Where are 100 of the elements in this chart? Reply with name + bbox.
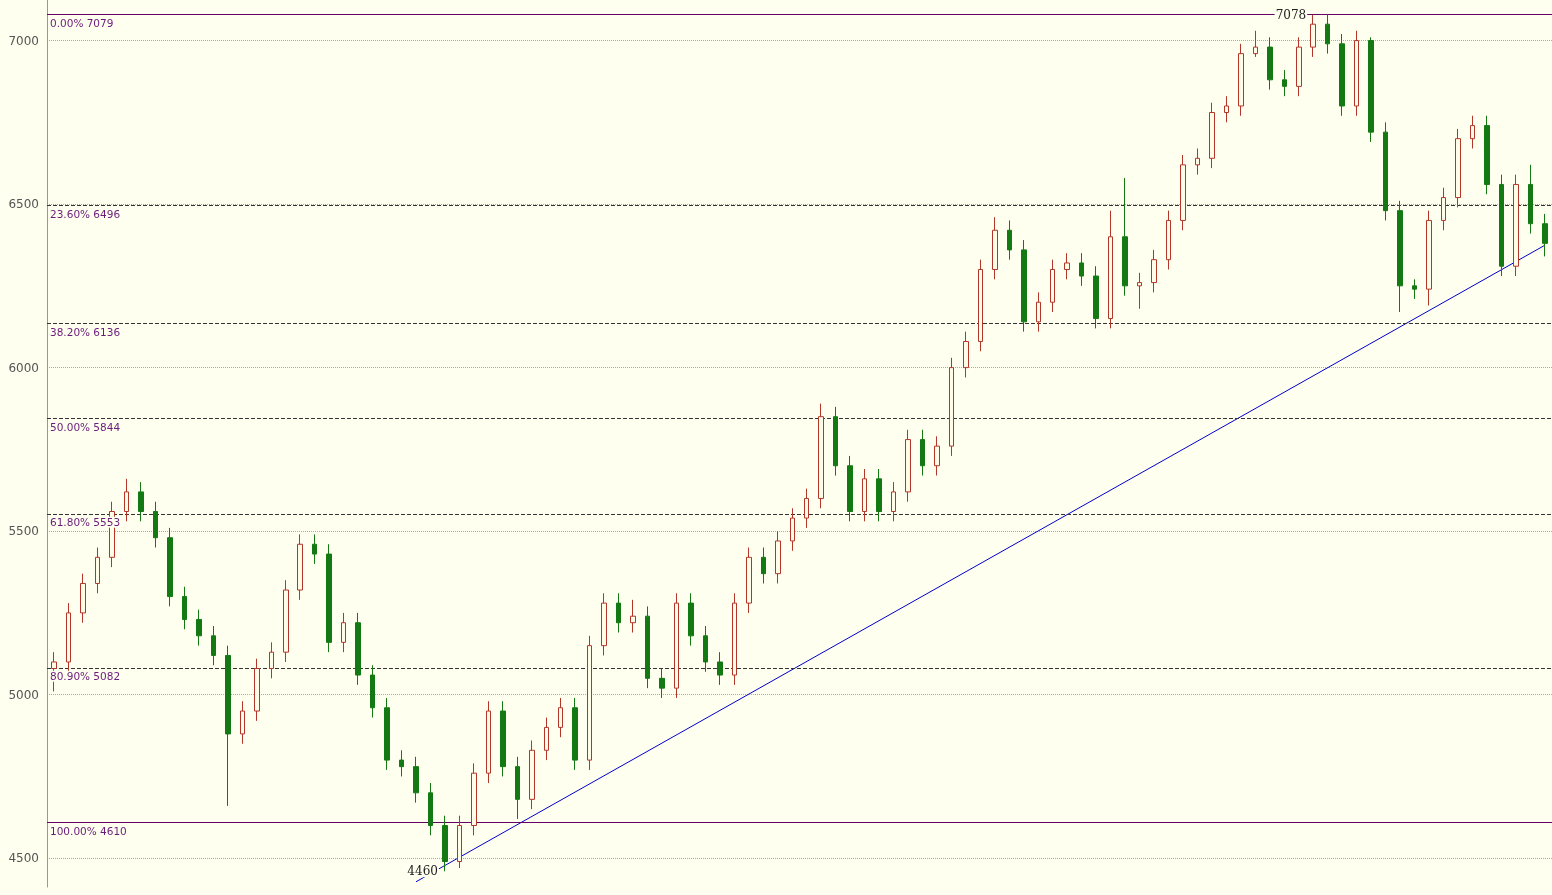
- candlestick: [1412, 278, 1417, 300]
- candlestick: [428, 782, 433, 836]
- candlestick: [949, 357, 954, 457]
- candlestick: [297, 533, 303, 601]
- candlestick: [833, 406, 838, 477]
- candlestick: [312, 533, 317, 565]
- candlestick: [1224, 95, 1229, 123]
- candlestick: [1180, 154, 1186, 231]
- candlestick: [413, 756, 419, 804]
- ref-line-label: 0.00% 7079: [50, 17, 114, 30]
- candlestick: [703, 625, 708, 673]
- candlestick: [529, 739, 535, 810]
- candlestick: [95, 547, 100, 594]
- candlestick: [1021, 239, 1027, 333]
- candlestick: [746, 547, 752, 614]
- candlestick: [124, 478, 129, 522]
- candlestick: [775, 530, 781, 584]
- ref-line-label: 80.90% 5082: [50, 670, 121, 683]
- candlestick: [1253, 30, 1258, 58]
- candlestick: [240, 700, 245, 745]
- candlestick: [515, 756, 520, 820]
- candlestick: [1093, 265, 1099, 329]
- candlestick: [1137, 272, 1142, 310]
- candlestick: [920, 429, 925, 477]
- candlestick: [978, 259, 983, 352]
- candlestick: [341, 612, 346, 653]
- ref-line-label: 38.20% 6136: [50, 325, 121, 338]
- candlestick: [862, 468, 867, 522]
- candlestick: [761, 547, 766, 584]
- y-tick-label: 4500: [8, 851, 39, 866]
- candlestick: [399, 749, 404, 777]
- candlestick: [471, 762, 477, 836]
- candlestick: [558, 697, 563, 738]
- candlestick: [645, 605, 650, 689]
- candlestick: [1079, 252, 1084, 287]
- candlestick: [370, 664, 375, 719]
- candlestick: [1064, 252, 1070, 280]
- candlestick: [905, 429, 911, 503]
- candlestick: [790, 507, 795, 552]
- y-tick-label: 5500: [8, 524, 39, 539]
- candlestick: [1122, 177, 1128, 297]
- candlestick: [688, 592, 694, 647]
- candlestick: [1325, 13, 1330, 55]
- candlestick: [934, 435, 940, 477]
- y-tick-label: 7000: [8, 33, 39, 48]
- candlestick: [384, 697, 390, 771]
- candlestick: [225, 645, 231, 807]
- y-tick-label: 5000: [8, 687, 39, 702]
- candlestick: [254, 658, 260, 722]
- candlestick: [283, 579, 289, 663]
- candlestick: [804, 488, 809, 529]
- y-tick-label: 6000: [8, 360, 39, 375]
- annotation: 7078: [1275, 8, 1307, 23]
- candlestick: [572, 697, 578, 771]
- ref-line-label: 61.80% 5553: [50, 516, 121, 529]
- candlestick: [80, 573, 86, 624]
- candlestick: [153, 501, 158, 549]
- candlestick: [1166, 210, 1171, 270]
- candlestick: [587, 635, 592, 771]
- candlestick: [876, 468, 882, 522]
- candlestick: [1267, 36, 1273, 91]
- candlestick: [1007, 219, 1012, 261]
- candlestick: [167, 527, 173, 607]
- candlestick: [138, 481, 144, 522]
- candlestick: [847, 455, 853, 522]
- candlestick: [818, 403, 824, 509]
- candlestick: [963, 331, 969, 378]
- annotation: 4460: [407, 864, 438, 879]
- candlestick: [486, 700, 491, 784]
- candlestick: [1296, 36, 1302, 97]
- ref-line-label: 100.00% 4610: [50, 824, 127, 837]
- candlestick: [1368, 36, 1374, 143]
- candlestick: [891, 481, 896, 522]
- candlestick: [442, 815, 448, 872]
- candlestick: [992, 216, 998, 280]
- candlestick: [1282, 69, 1287, 97]
- candlestick: [1484, 115, 1490, 195]
- candlestick: [269, 641, 274, 679]
- candlestick: [1455, 128, 1461, 208]
- candlestick: [355, 612, 361, 686]
- ref-line-label: 50.00% 5844: [50, 421, 121, 434]
- candlestick: [732, 592, 737, 686]
- candlestick: [601, 592, 607, 656]
- candlestick: [1339, 33, 1345, 117]
- candlestick: [1310, 14, 1316, 58]
- candlestick: [1470, 115, 1475, 149]
- candlestick: [1209, 102, 1215, 169]
- candlestick: [1383, 121, 1388, 221]
- candlestick: [211, 625, 216, 666]
- candlestick: [630, 599, 636, 634]
- candlestick: [1426, 210, 1432, 306]
- candlestick: [1513, 174, 1519, 277]
- y-tick-label: 6500: [8, 197, 39, 212]
- candlestick: [1499, 174, 1504, 277]
- candlestick: [1050, 259, 1055, 313]
- candlestick: [1195, 147, 1200, 176]
- candlestick: [1354, 30, 1359, 117]
- candlestick: [1036, 291, 1041, 333]
- ref-line-label: 23.60% 6496: [50, 207, 121, 220]
- candlestick: [717, 651, 723, 686]
